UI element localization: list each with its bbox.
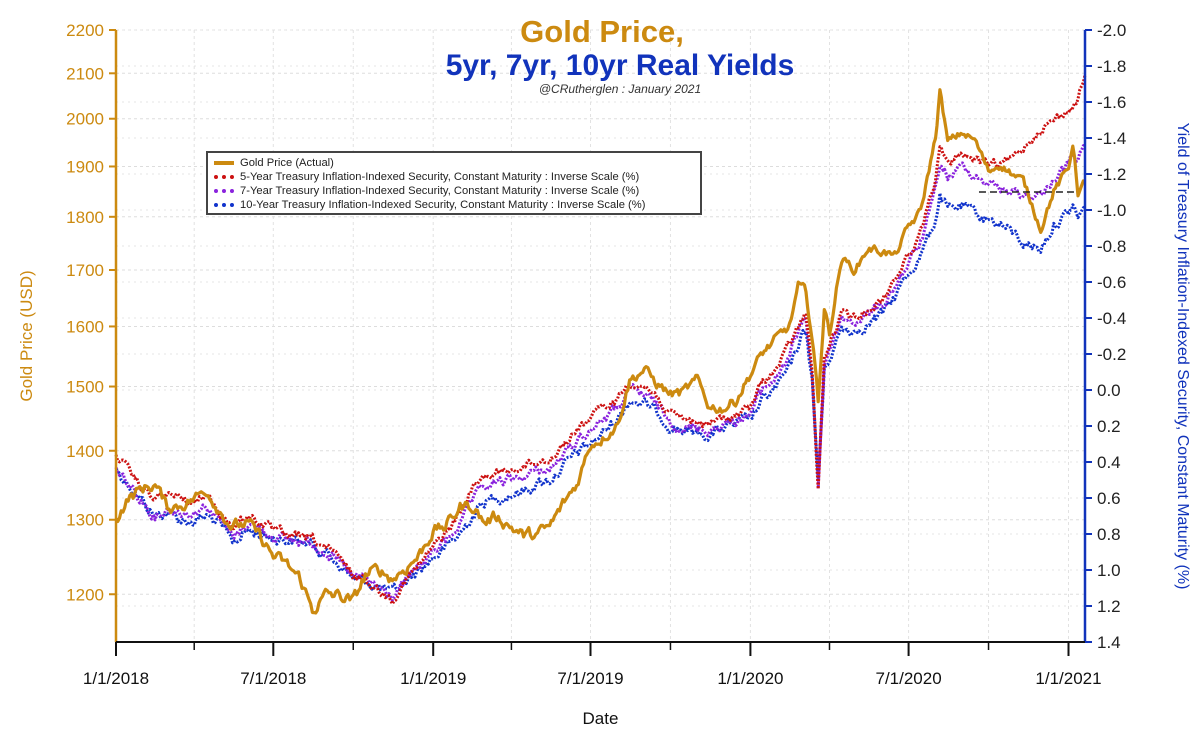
legend-label-7yr: 7-Year Treasury Inflation-Indexed Securi… (240, 185, 640, 197)
x-tick-label: 1/1/2020 (717, 669, 783, 688)
x-tick-label: 1/1/2018 (83, 669, 149, 688)
right-tick-label: -2.0 (1097, 21, 1126, 40)
left-tick-label: 2000 (66, 110, 104, 129)
left-tick-label: 1800 (66, 208, 104, 227)
legend-swatch-5yr (214, 175, 234, 179)
legend-swatch-gold (214, 161, 234, 165)
left-tick-label: 1200 (66, 585, 104, 604)
left-tick-label: 1400 (66, 442, 104, 461)
right-tick-label: -1.8 (1097, 57, 1126, 76)
right-tick-label: 0.8 (1097, 525, 1121, 544)
left-tick-label: 2200 (66, 21, 104, 40)
right-tick-label: -0.2 (1097, 345, 1126, 364)
legend-swatch-10yr (214, 203, 234, 207)
chart-title-line-2: 5yr, 7yr, 10yr Real Yields (445, 49, 795, 82)
left-tick-label: 1300 (66, 511, 104, 530)
legend-item-gold: Gold Price (Actual) (214, 156, 694, 170)
y-axis-title-right: Yield of Treasury Inflation-Indexed Secu… (1174, 123, 1191, 590)
x-axis-title: Date (583, 709, 619, 728)
legend-label-10yr: 10-Year Treasury Inflation-Indexed Secur… (240, 199, 646, 211)
series-layer (114, 74, 1087, 615)
left-tick-label: 1900 (66, 157, 104, 176)
axes: 1200 1300 1400 1500 1600 1700 1800 1900 2000 2100… (17, 21, 1191, 728)
x-tick-label: 7/1/2018 (240, 669, 306, 688)
right-tick-label: -0.6 (1097, 273, 1126, 292)
y-axis-title-left: Gold Price (USD) (17, 270, 36, 401)
right-tick-label: -1.0 (1097, 201, 1126, 220)
right-tick-label: 1.4 (1097, 633, 1121, 652)
legend-item-5yr: 5-Year Treasury Inflation-Indexed Securi… (214, 170, 694, 184)
left-tick-label: 1600 (66, 317, 104, 336)
series-line-5yr (114, 74, 1087, 606)
chart-subtitle: @CRutherglen : January 2021 (538, 82, 702, 96)
right-tick-label: 0.0 (1097, 381, 1121, 400)
legend-item-10yr: 10-Year Treasury Inflation-Indexed Secur… (214, 198, 694, 212)
series-line-gold (114, 88, 1086, 615)
chart-title-line-1: Gold Price, (520, 14, 684, 49)
x-tick-label: 7/1/2019 (557, 669, 623, 688)
right-tick-label: -1.6 (1097, 93, 1126, 112)
series-line-7yr (114, 143, 1086, 603)
legend-label-gold: Gold Price (Actual) (240, 157, 334, 169)
series-line-10yr (115, 191, 1086, 592)
right-tick-label: 1.0 (1097, 561, 1121, 580)
right-tick-label: -1.4 (1097, 129, 1126, 148)
left-tick-label: 2100 (66, 64, 104, 83)
grid (115, 29, 1085, 643)
right-tick-label: -1.2 (1097, 165, 1126, 184)
right-tick-label: 0.6 (1097, 489, 1121, 508)
x-tick-label: 1/1/2021 (1035, 669, 1101, 688)
legend-label-5yr: 5-Year Treasury Inflation-Indexed Securi… (240, 171, 640, 183)
x-tick-label: 7/1/2020 (875, 669, 941, 688)
left-tick-label: 1700 (66, 261, 104, 280)
left-tick-label: 1500 (66, 378, 104, 397)
right-tick-label: -0.4 (1097, 309, 1126, 328)
right-tick-label: 0.2 (1097, 417, 1121, 436)
x-tick-label: 1/1/2019 (400, 669, 466, 688)
legend-item-7yr: 7-Year Treasury Inflation-Indexed Securi… (214, 184, 694, 198)
right-tick-label: 1.2 (1097, 597, 1121, 616)
legend: Gold Price (Actual) 5-Year Treasury Infl… (206, 151, 702, 215)
legend-swatch-7yr (214, 189, 234, 193)
right-tick-label: -0.8 (1097, 237, 1126, 256)
right-tick-label: 0.4 (1097, 453, 1121, 472)
